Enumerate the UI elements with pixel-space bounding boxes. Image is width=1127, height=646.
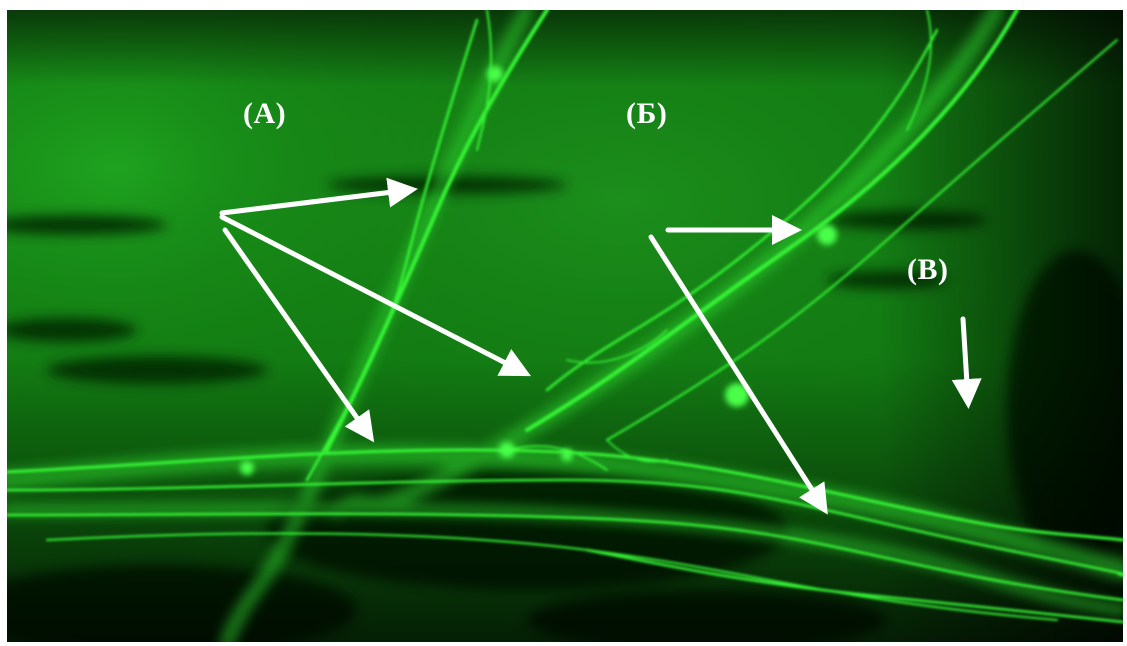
arrow-a-1 (219, 177, 418, 216)
arrow-b-2 (648, 234, 828, 515)
arrow-a-3 (222, 227, 375, 443)
panel-label-v: (В) (907, 253, 949, 286)
fluorescence-micrograph: (А) (Б) (В) (7, 10, 1123, 642)
panel-label-a: (А) (243, 97, 287, 130)
fibers (7, 10, 1123, 624)
bright-spots (240, 66, 837, 475)
panel-label-b: (Б) (626, 97, 668, 130)
arrow-v (951, 316, 982, 409)
annotation-arrows (219, 177, 982, 515)
arrow-a-2 (219, 214, 532, 377)
micrograph-image (7, 10, 1123, 642)
